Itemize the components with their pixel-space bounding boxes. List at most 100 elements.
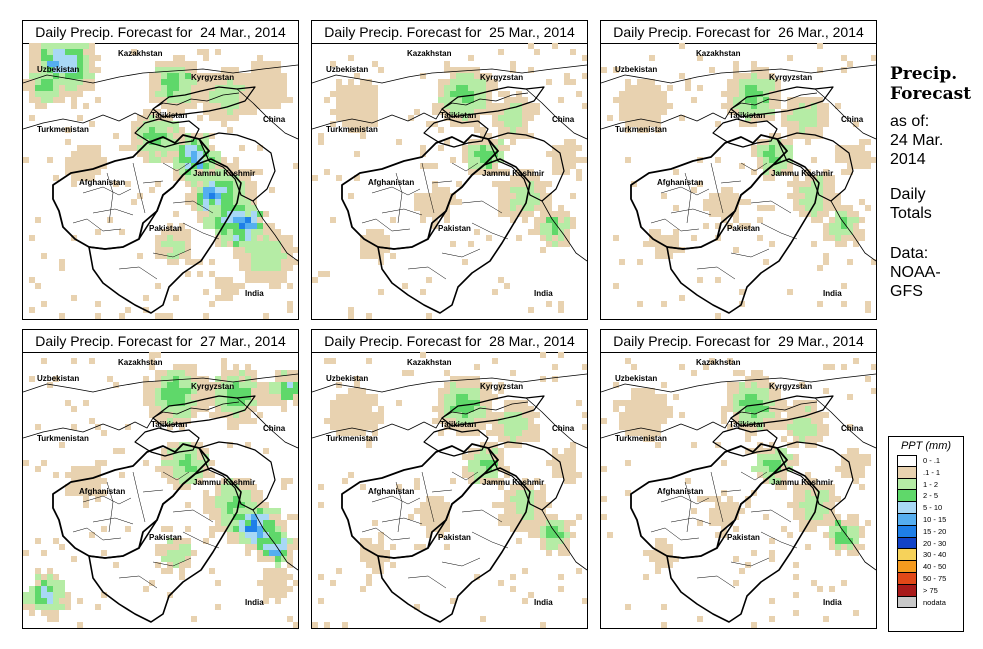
precip-cell: [342, 97, 348, 103]
precip-cell: [131, 199, 137, 205]
precip-cell: [257, 412, 263, 418]
precip-cell: [83, 169, 89, 175]
precip-cell: [649, 103, 655, 109]
precip-cell: [841, 157, 847, 163]
precip-cell: [269, 556, 275, 562]
precip-cell: [444, 544, 450, 550]
precip-cell: [546, 544, 552, 550]
label-india: India: [823, 289, 842, 298]
precip-cell: [342, 109, 348, 115]
precip-cell: [787, 424, 793, 430]
precip-cell: [733, 97, 739, 103]
precip-cell: [89, 163, 95, 169]
precip-cell: [564, 163, 570, 169]
precip-cell: [570, 448, 576, 454]
province-boundary: [407, 575, 447, 589]
border-pakistan: [666, 467, 820, 623]
precip-cell: [179, 394, 185, 400]
precip-cell: [197, 376, 203, 382]
precip-cell: [281, 544, 287, 550]
precip-cell: [468, 430, 474, 436]
precip-cell: [197, 199, 203, 205]
label-china: China: [552, 424, 575, 433]
precip-cell: [546, 526, 552, 532]
precip-cell: [498, 388, 504, 394]
precip-cell: [209, 514, 215, 520]
precip-cell: [769, 169, 775, 175]
precip-cell: [251, 253, 257, 259]
precip-cell: [739, 85, 745, 91]
precip-cell: [215, 181, 221, 187]
precip-cell: [233, 85, 239, 91]
precip-cell: [426, 313, 432, 319]
precip-cell: [179, 424, 185, 430]
precip-cell: [257, 229, 263, 235]
precip-cell: [679, 43, 685, 49]
precip-cell: [444, 211, 450, 217]
precip-cell: [847, 151, 853, 157]
precip-cell: [269, 277, 275, 283]
precip-cell: [239, 187, 245, 193]
precip-cell: [185, 247, 191, 253]
precip-cell: [263, 508, 269, 514]
precip-cell: [552, 448, 558, 454]
precip-cell: [510, 181, 516, 187]
precip-cell: [817, 199, 823, 205]
precip-cell: [47, 91, 53, 97]
precip-cell: [558, 460, 564, 466]
precip-cell: [47, 79, 53, 85]
precip-cell: [197, 478, 203, 484]
province-boundary: [371, 186, 421, 196]
precip-cell: [697, 496, 703, 502]
precip-cell: [167, 466, 173, 472]
precip-cell: [263, 532, 269, 538]
precip-cell: [438, 79, 444, 85]
precip-cell: [89, 175, 95, 181]
precip-cell: [661, 418, 667, 424]
precip-cell: [847, 424, 853, 430]
precip-cell: [420, 205, 426, 211]
precip-cell: [275, 388, 281, 394]
precip-cell: [841, 217, 847, 223]
precip-cell: [233, 502, 239, 508]
precip-cell: [498, 91, 504, 97]
precip-cell: [775, 388, 781, 394]
border-jammu-kashmir: [776, 132, 854, 202]
precip-cell: [155, 283, 161, 289]
precip-cell: [751, 115, 757, 121]
precip-cell: [498, 382, 504, 388]
precip-cell: [245, 412, 251, 418]
precip-cell: [390, 253, 396, 259]
precip-cell: [450, 79, 456, 85]
precip-cell: [468, 394, 474, 400]
precip-cell: [534, 229, 540, 235]
precip-cell: [185, 85, 191, 91]
precip-cell: [727, 514, 733, 520]
precip-cell: [516, 508, 522, 514]
precip-cell: [366, 313, 372, 319]
province-boundary: [760, 531, 798, 549]
precip-cell: [209, 187, 215, 193]
precip-cell: [233, 253, 239, 259]
precip-cell: [233, 490, 239, 496]
precip-cell: [293, 394, 298, 400]
precip-cell: [167, 139, 173, 145]
legend-item: > 75: [889, 584, 963, 597]
precip-cell: [221, 229, 227, 235]
precip-cell: [480, 103, 486, 109]
precip-cell: [847, 61, 853, 67]
precip-cell: [528, 430, 534, 436]
precip-cell: [492, 109, 498, 115]
precip-cell: [769, 466, 775, 472]
precip-cell: [516, 175, 522, 181]
precip-cell: [167, 259, 173, 265]
precip-cell: [462, 424, 468, 430]
precip-cell: [263, 514, 269, 520]
precip-cell: [871, 55, 876, 61]
precip-cell: [570, 460, 576, 466]
precip-cell: [287, 265, 293, 271]
precip-cell: [77, 67, 83, 73]
precip-cell: [474, 115, 480, 121]
province-boundary: [750, 509, 792, 523]
border-china: [525, 88, 587, 140]
